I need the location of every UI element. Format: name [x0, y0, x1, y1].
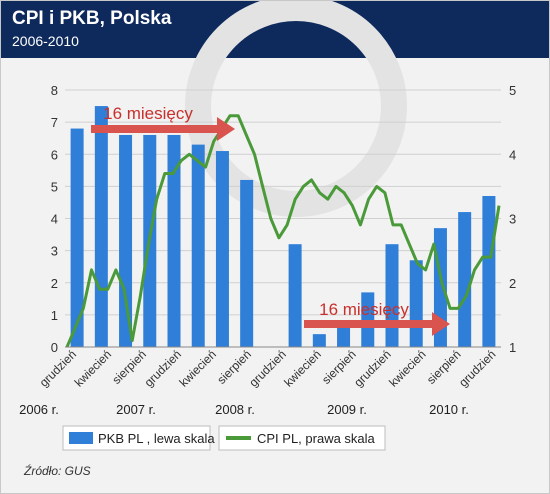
x-tick-label: grudzień [456, 347, 498, 389]
grid-lines [65, 89, 501, 348]
bar-series [70, 106, 496, 347]
left-axis-tick-label: 5 [51, 179, 58, 194]
left-axis-tick-label: 1 [51, 308, 58, 323]
bar [288, 244, 302, 347]
year-label: 2008 r. [215, 402, 255, 417]
left-axis-tick-label: 0 [51, 340, 58, 355]
bar [70, 128, 84, 347]
chart-subtitle: 2006-2010 [12, 33, 79, 49]
legend-swatch-bar [69, 432, 93, 444]
legend-label-line: CPI PL, prawa skala [257, 431, 376, 446]
bar [312, 334, 326, 347]
bar [385, 244, 399, 347]
left-axis-tick-label: 2 [51, 276, 58, 291]
bar [215, 151, 229, 347]
line-series [65, 114, 501, 348]
year-label: 2006 r. [19, 402, 59, 417]
bar [458, 212, 472, 347]
year-label: 2010 r. [429, 402, 469, 417]
right-axis-tick-label: 5 [509, 83, 516, 98]
arrow-label: 16 miesięcy [319, 300, 409, 319]
right-axis-tick-label: 2 [509, 276, 516, 291]
arrow-head [432, 312, 450, 336]
left-axis-tick-label: 7 [51, 115, 58, 130]
x-tick-label: grudzień [246, 347, 288, 389]
arrow-shaft [91, 125, 219, 133]
arrow-label: 16 miesięcy [103, 104, 193, 123]
watermark-ring [185, 1, 407, 217]
year-label: 2009 r. [327, 402, 367, 417]
background-watermark [185, 1, 407, 217]
year-label: 2007 r. [116, 402, 156, 417]
bar [119, 134, 133, 347]
right-axis-tick-label: 3 [509, 212, 516, 227]
left-axis-tick-label: 4 [51, 212, 58, 227]
right-axis-tick-label: 4 [509, 147, 516, 162]
bar [94, 106, 108, 347]
right-axis-tick-label: 1 [509, 340, 516, 355]
x-tick-label: kwiecień [72, 347, 114, 389]
left-axis-tick-label: 3 [51, 244, 58, 259]
left-axis-tick-label: 8 [51, 83, 58, 98]
arrow-head [217, 117, 235, 141]
cpi-line [65, 114, 501, 348]
arrow-shaft [304, 320, 434, 328]
bar [409, 260, 423, 347]
bar [482, 196, 496, 347]
bar [240, 179, 254, 347]
bar [361, 292, 375, 347]
bar [191, 144, 205, 347]
x-tick-label: grudzień [142, 347, 184, 389]
x-tick-label: kwiecień [281, 347, 323, 389]
left-axis-tick-label: 6 [51, 147, 58, 162]
chart-title: CPI i PKB, Polska [12, 8, 172, 29]
legend: PKB PL , lewa skala CPI PL, prawa skala [62, 425, 386, 451]
annotations: 16 miesięcy 16 miesięcy [91, 104, 450, 336]
x-tick-label: grudzień [351, 347, 393, 389]
source-note: Źródło: GUS [24, 464, 91, 478]
legend-label-bar: PKB PL , lewa skala [98, 431, 215, 446]
x-tick-label: kwiecień [386, 347, 428, 389]
bar [167, 134, 181, 347]
x-tick-label: kwiecień [176, 347, 218, 389]
